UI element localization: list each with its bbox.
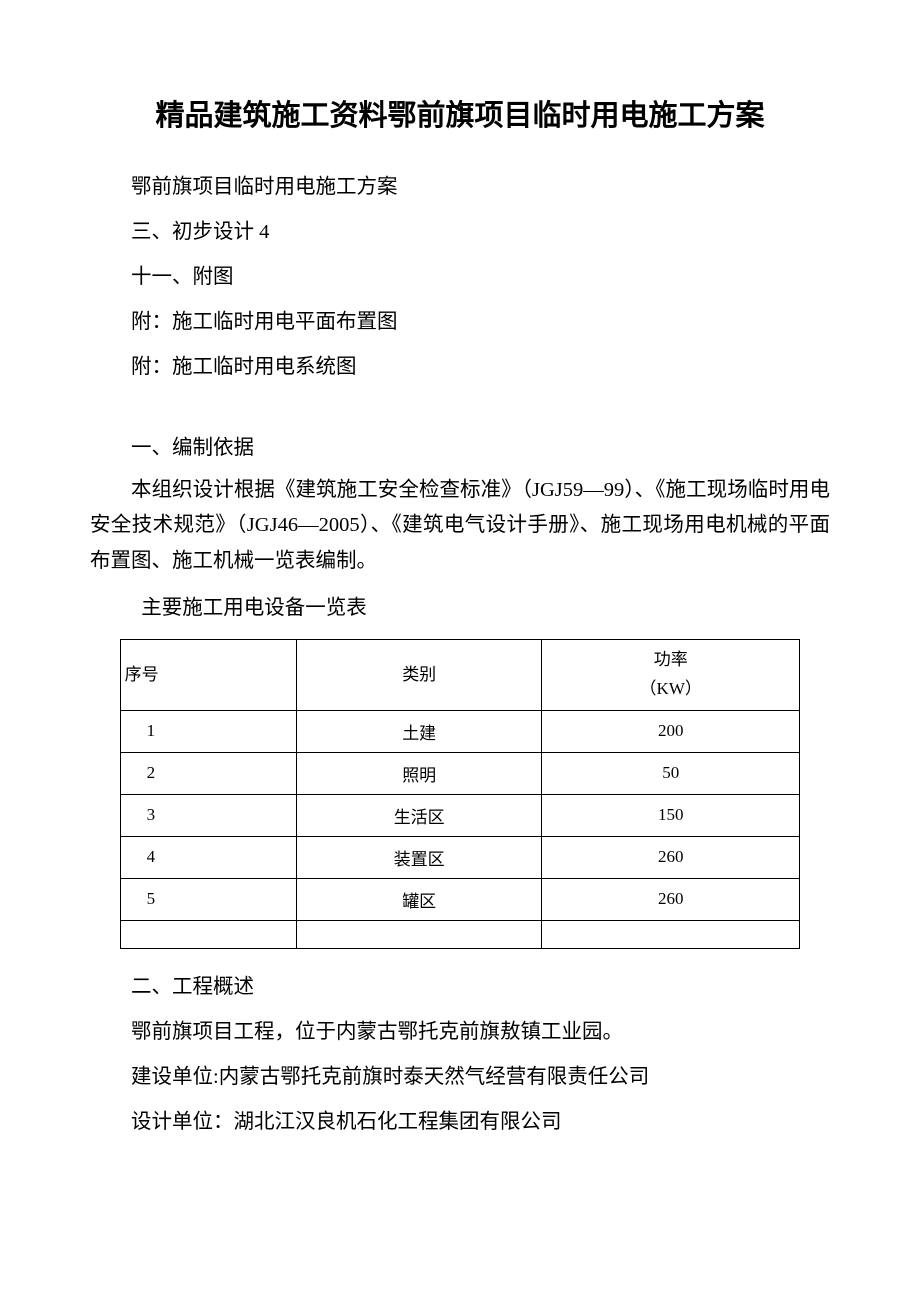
table-header-power: 功率（KW） bbox=[542, 640, 800, 711]
table-cell bbox=[542, 920, 800, 948]
table-cell: 200 bbox=[542, 710, 800, 752]
table-cell: 生活区 bbox=[297, 794, 542, 836]
table-cell: 罐区 bbox=[297, 878, 542, 920]
intro-p4: 附：施工临时用电平面布置图 bbox=[90, 302, 830, 343]
equipment-table: 序号 类别 功率（KW） 1 土建 200 2 照明 50 3 生活区 150 … bbox=[120, 639, 801, 949]
table-cell: 5 bbox=[120, 878, 297, 920]
table-header-category: 类别 bbox=[297, 640, 542, 711]
table-cell: 50 bbox=[542, 752, 800, 794]
intro-p2: 三、初步设计 4 bbox=[90, 212, 830, 253]
table-row: 5 罐区 260 bbox=[120, 878, 800, 920]
table-cell: 260 bbox=[542, 878, 800, 920]
section2-p2: 建设单位:内蒙古鄂托克前旗时泰天然气经营有限责任公司 bbox=[90, 1057, 830, 1098]
section1-heading: 一、编制依据 bbox=[90, 428, 830, 469]
table-header-seq: 序号 bbox=[120, 640, 297, 711]
table-cell: 2 bbox=[120, 752, 297, 794]
document-title: 精品建筑施工资料鄂前旗项目临时用电施工方案 bbox=[90, 95, 830, 139]
section2-p3: 设计单位：湖北江汉良机石化工程集团有限公司 bbox=[90, 1102, 830, 1143]
table-cell: 150 bbox=[542, 794, 800, 836]
table-cell: 3 bbox=[120, 794, 297, 836]
intro-p5: 附：施工临时用电系统图 bbox=[90, 347, 830, 388]
table-cell: 照明 bbox=[297, 752, 542, 794]
section2-p1: 鄂前旗项目工程，位于内蒙古鄂托克前旗敖镇工业园。 bbox=[90, 1012, 830, 1053]
table-cell: 4 bbox=[120, 836, 297, 878]
section2-heading: 二、工程概述 bbox=[90, 967, 830, 1008]
table-row: 3 生活区 150 bbox=[120, 794, 800, 836]
table-row: 2 照明 50 bbox=[120, 752, 800, 794]
table-cell: 260 bbox=[542, 836, 800, 878]
table-empty-row bbox=[120, 920, 800, 948]
table-header-row: 序号 类别 功率（KW） bbox=[120, 640, 800, 711]
section-spacer bbox=[90, 392, 830, 428]
intro-p1: 鄂前旗项目临时用电施工方案 bbox=[90, 167, 830, 208]
table-cell: 土建 bbox=[297, 710, 542, 752]
intro-p3: 十一、附图 bbox=[90, 257, 830, 298]
table-row: 4 装置区 260 bbox=[120, 836, 800, 878]
table-cell: 1 bbox=[120, 710, 297, 752]
section1-body: 本组织设计根据《建筑施工安全检查标准》（JGJ59—99）、《施工现场临时用电安… bbox=[90, 473, 830, 581]
table-title: 主要施工用电设备一览表 bbox=[90, 588, 830, 629]
table-row: 1 土建 200 bbox=[120, 710, 800, 752]
table-cell bbox=[297, 920, 542, 948]
table-cell: 装置区 bbox=[297, 836, 542, 878]
table-cell bbox=[120, 920, 297, 948]
